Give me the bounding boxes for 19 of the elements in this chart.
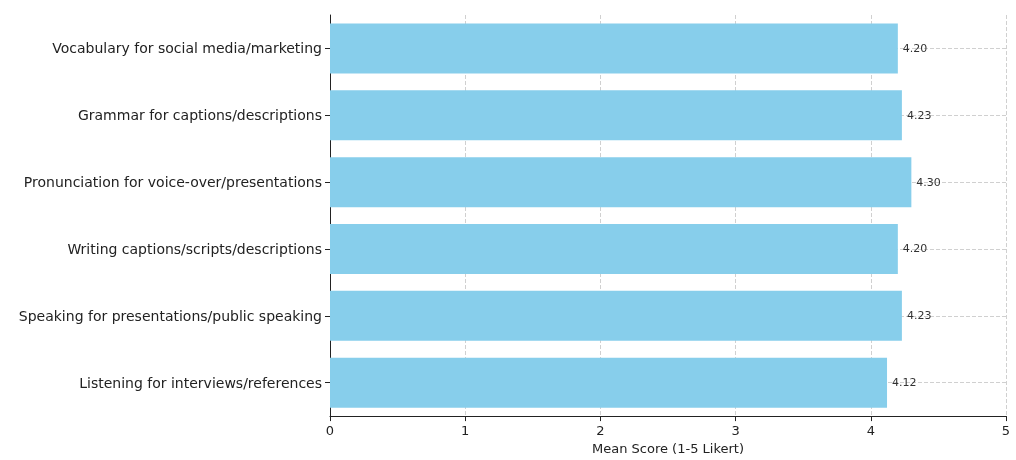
data-label: 4.20 <box>902 41 928 55</box>
y-tick-label: Writing captions/scripts/descriptions <box>67 240 322 257</box>
x-tick-label: 2 <box>596 423 605 439</box>
data-label: 4.23 <box>906 309 932 323</box>
data-label: 4.30 <box>916 175 941 189</box>
x-tick-label: 1 <box>461 423 470 439</box>
y-tick-label: Pronunciation for voice-over/presentations <box>23 174 322 191</box>
y-tick-label: Listening for interviews/references <box>79 374 322 391</box>
x-tick-label: 4 <box>866 423 875 439</box>
data-label: 4.23 <box>906 108 932 122</box>
x-tick-label: 3 <box>731 423 740 439</box>
y-tick-label: Vocabulary for social media/marketing <box>52 40 322 57</box>
y-tick-label: Grammar for captions/descriptions <box>77 107 322 124</box>
data-label: 4.12 <box>892 376 917 390</box>
x-tick-label: 0 <box>325 423 335 439</box>
x-axis-title: Mean Score (1-5 Likert) <box>592 441 744 456</box>
y-tick-label: Speaking for presentations/public speaking <box>18 307 322 324</box>
x-tick-label: 5 <box>1001 423 1011 439</box>
data-label: 4.20 <box>902 242 928 256</box>
